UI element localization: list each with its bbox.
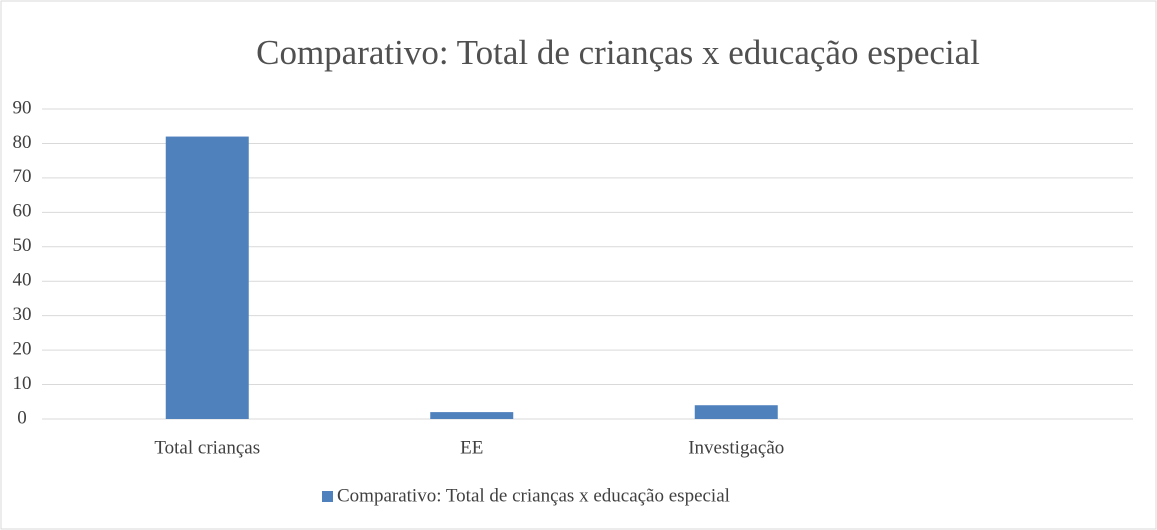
chart-title: Comparativo: Total de crianças x educaçã… (256, 33, 980, 72)
legend-label: Comparativo: Total de crianças x educaçã… (337, 485, 730, 506)
y-tick-label: 0 (17, 407, 27, 428)
bar (165, 136, 249, 420)
x-tick-label: Investigação (688, 437, 784, 458)
y-tick-label: 60 (13, 201, 32, 222)
y-tick-label: 50 (13, 235, 32, 256)
y-tick-label: 90 (13, 97, 32, 118)
x-tick-label: EE (460, 437, 483, 458)
bar (694, 405, 778, 419)
bar (430, 412, 514, 419)
y-tick-label: 20 (13, 338, 32, 359)
y-tick-label: 40 (13, 270, 32, 291)
x-tick-label: Total crianças (154, 437, 260, 458)
y-tick-label: 70 (13, 166, 32, 187)
y-tick-label: 80 (13, 132, 32, 153)
y-tick-label: 30 (13, 304, 32, 325)
y-tick-label: 10 (13, 373, 32, 394)
legend-swatch (322, 491, 333, 502)
